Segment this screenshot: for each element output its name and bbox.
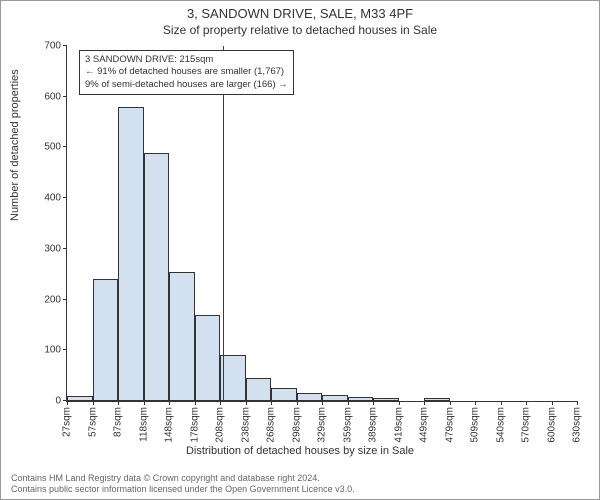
x-tick-label: 178sqm xyxy=(189,407,200,443)
x-tick-mark xyxy=(348,401,349,405)
y-tick-mark xyxy=(63,197,67,198)
x-tick-mark xyxy=(322,401,323,405)
footer-line: Contains HM Land Registry data © Crown c… xyxy=(11,473,355,485)
y-axis-label: Number of detached properties xyxy=(9,69,21,221)
y-tick-mark xyxy=(63,299,67,300)
x-tick-label: 118sqm xyxy=(138,407,149,442)
histogram-bar xyxy=(424,398,450,401)
histogram-bar xyxy=(322,395,348,401)
y-tick-label: 300 xyxy=(44,243,67,254)
x-tick-label: 329sqm xyxy=(317,407,328,443)
x-tick-label: 449sqm xyxy=(419,407,430,443)
histogram-bar xyxy=(195,315,221,401)
x-tick-mark xyxy=(220,401,221,405)
histogram-bar xyxy=(169,272,195,401)
x-tick-label: 479sqm xyxy=(444,407,455,443)
title-main: 3, SANDOWN DRIVE, SALE, M33 4PF xyxy=(1,6,599,21)
y-tick-label: 200 xyxy=(44,294,67,305)
histogram-bar xyxy=(118,107,144,401)
x-tick-mark xyxy=(450,401,451,405)
x-tick-mark xyxy=(373,401,374,405)
x-tick-mark xyxy=(169,401,170,405)
x-tick-mark xyxy=(501,401,502,405)
x-tick-label: 570sqm xyxy=(521,407,532,443)
x-tick-mark xyxy=(552,401,553,405)
x-tick-mark xyxy=(93,401,94,405)
x-tick-mark xyxy=(424,401,425,405)
x-tick-label: 298sqm xyxy=(291,407,302,443)
y-tick-label: 600 xyxy=(44,91,67,102)
x-tick-mark xyxy=(297,401,298,405)
annotation-box: 3 SANDOWN DRIVE: 215sqm ← 91% of detache… xyxy=(79,50,294,95)
x-tick-label: 419sqm xyxy=(393,407,404,443)
histogram-bar xyxy=(144,153,170,402)
histogram-bar xyxy=(67,396,93,401)
histogram-bar xyxy=(373,398,399,401)
y-tick-label: 500 xyxy=(44,142,67,153)
histogram-bar xyxy=(297,393,323,401)
x-tick-label: 87sqm xyxy=(113,407,124,437)
y-tick-label: 700 xyxy=(44,41,67,52)
y-tick-mark xyxy=(63,96,67,97)
annotation-line: 9% of semi-detached houses are larger (1… xyxy=(85,79,288,91)
x-tick-mark xyxy=(67,401,68,405)
x-tick-mark xyxy=(475,401,476,405)
x-tick-label: 359sqm xyxy=(342,407,353,443)
x-tick-mark xyxy=(118,401,119,405)
x-tick-mark xyxy=(246,401,247,405)
footer: Contains HM Land Registry data © Crown c… xyxy=(11,473,355,496)
x-tick-label: 509sqm xyxy=(470,407,481,443)
y-tick-mark xyxy=(63,349,67,350)
histogram-bar xyxy=(271,388,297,401)
y-tick-mark xyxy=(63,146,67,147)
histogram-bar xyxy=(348,397,374,401)
x-tick-mark xyxy=(399,401,400,405)
x-tick-label: 268sqm xyxy=(266,407,277,443)
footer-line: Contains public sector information licen… xyxy=(11,484,355,496)
histogram-bar xyxy=(93,279,119,401)
x-tick-mark xyxy=(526,401,527,405)
x-tick-label: 630sqm xyxy=(572,407,583,443)
x-axis-label: Distribution of detached houses by size … xyxy=(1,445,599,457)
title-sub: Size of property relative to detached ho… xyxy=(1,23,599,37)
y-tick-label: 0 xyxy=(55,396,67,407)
x-tick-mark xyxy=(577,401,578,405)
marker-line xyxy=(223,46,224,401)
annotation-line: 3 SANDOWN DRIVE: 215sqm xyxy=(85,54,288,66)
x-tick-mark xyxy=(144,401,145,405)
x-tick-label: 208sqm xyxy=(215,407,226,443)
x-tick-label: 238sqm xyxy=(240,407,251,443)
annotation-line: ← 91% of detached houses are smaller (1,… xyxy=(85,66,288,78)
x-tick-mark xyxy=(195,401,196,405)
y-tick-mark xyxy=(63,45,67,46)
histogram-bar xyxy=(220,355,246,401)
chart-container: 3, SANDOWN DRIVE, SALE, M33 4PF Size of … xyxy=(0,0,600,500)
x-tick-label: 389sqm xyxy=(368,407,379,443)
x-tick-label: 148sqm xyxy=(164,407,175,443)
x-tick-label: 57sqm xyxy=(87,407,98,437)
y-tick-label: 100 xyxy=(44,345,67,356)
y-tick-label: 400 xyxy=(44,193,67,204)
x-tick-label: 27sqm xyxy=(62,407,73,437)
y-tick-mark xyxy=(63,248,67,249)
x-tick-label: 600sqm xyxy=(546,407,557,443)
x-tick-mark xyxy=(271,401,272,405)
plot-area: 010020030040050060070027sqm57sqm87sqm118… xyxy=(66,46,577,402)
histogram-bar xyxy=(246,378,272,401)
x-tick-label: 540sqm xyxy=(495,407,506,443)
